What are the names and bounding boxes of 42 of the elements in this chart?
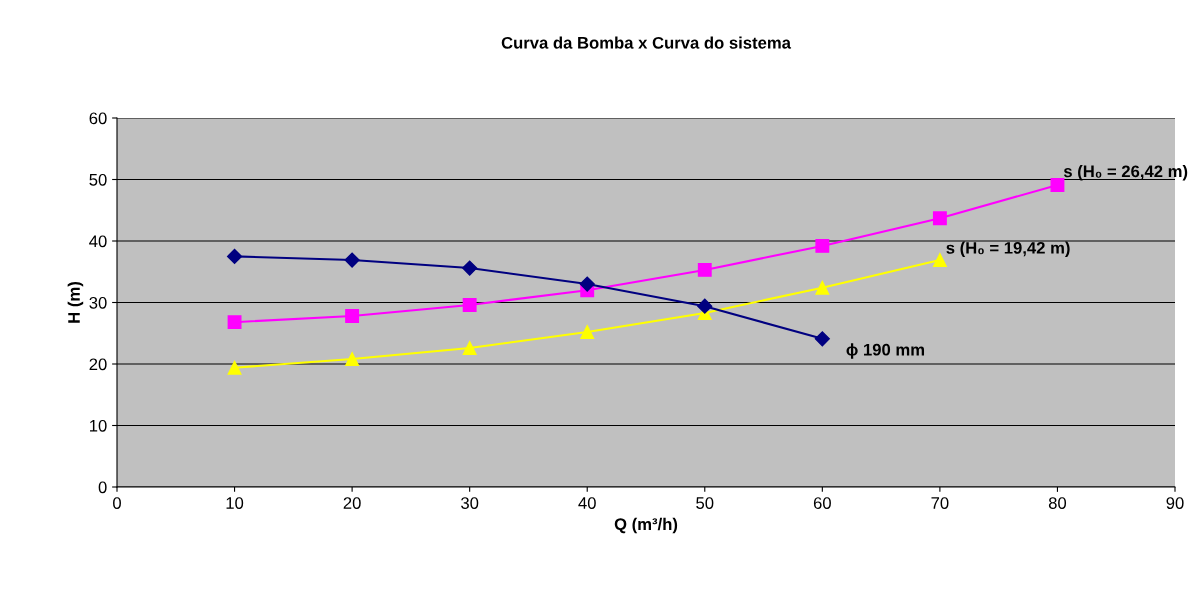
y-tick-label: 0 [98, 481, 107, 494]
y-axis-title: H (m) [67, 282, 84, 323]
x-tick-label: 0 [113, 497, 121, 509]
point [814, 331, 830, 347]
point [580, 325, 595, 339]
y-tick-label: 50 [89, 173, 107, 186]
point [815, 280, 830, 295]
point [932, 211, 947, 226]
point [697, 298, 713, 314]
x-tick-label: 10 [226, 497, 244, 509]
point [227, 360, 242, 375]
x-axis-title: Q (m³/h) [614, 517, 678, 534]
x-tick-label: 60 [813, 497, 831, 509]
x-tick-label: 40 [578, 497, 596, 509]
point [932, 253, 947, 268]
y-tick-label: 60 [89, 112, 107, 125]
series-label: s (H₀ = 26,42 m) [1063, 164, 1188, 181]
point [344, 252, 360, 268]
point [345, 352, 360, 367]
point [462, 298, 477, 312]
x-tick-label: 20 [343, 497, 361, 509]
y-tick-label: 30 [89, 296, 107, 309]
point [815, 238, 830, 253]
point [462, 260, 478, 276]
point [227, 315, 242, 330]
point [1050, 178, 1065, 192]
point [579, 276, 595, 292]
chart-title: Curva da Bomba x Curva do sistema [501, 36, 792, 49]
x-tick-label: 80 [1048, 497, 1067, 509]
point [345, 309, 360, 323]
point [226, 248, 243, 264]
x-tick-label: 90 [1166, 497, 1184, 509]
x-tick-label: 70 [931, 497, 949, 509]
x-tick-label: 50 [696, 497, 714, 509]
series-label: s (H₀ = 19,42 m) [946, 241, 1070, 258]
y-tick-label: 40 [89, 235, 107, 248]
point [462, 341, 477, 355]
y-tick-label: 20 [89, 358, 107, 371]
x-tick-label: 30 [461, 497, 479, 509]
y-tick-label: 10 [90, 419, 107, 432]
series-label: ϕ 190 mm [846, 343, 925, 359]
point [697, 262, 712, 277]
